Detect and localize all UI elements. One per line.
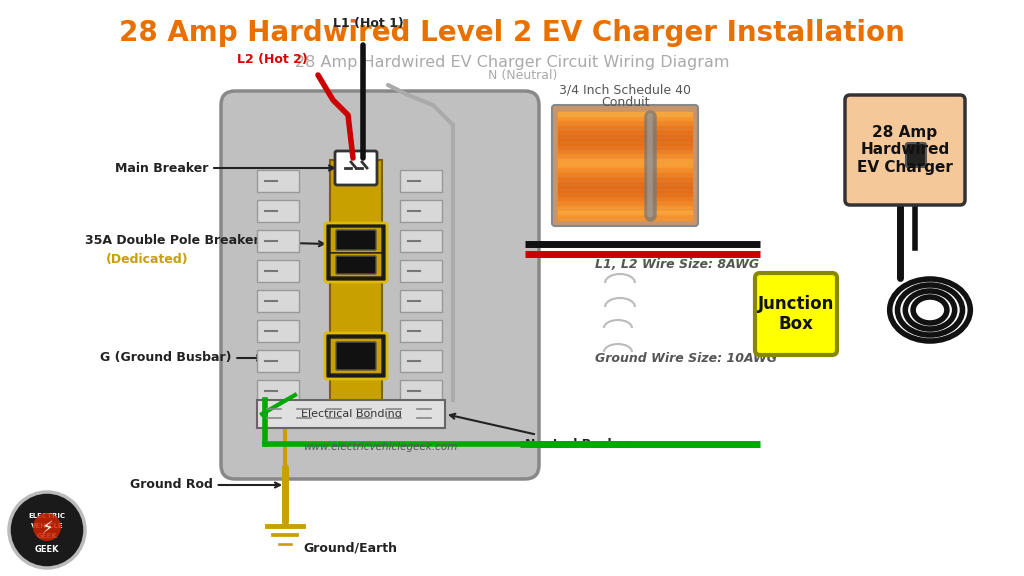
Bar — [257, 230, 299, 252]
Text: 3/4 Inch Schedule 40: 3/4 Inch Schedule 40 — [559, 84, 691, 97]
Text: 28 Amp Hardwired EV Charger Circuit Wiring Diagram: 28 Amp Hardwired EV Charger Circuit Wiri… — [295, 55, 729, 70]
Text: 35A Double Pole Breaker: 35A Double Pole Breaker — [85, 233, 324, 247]
FancyBboxPatch shape — [845, 95, 965, 205]
Bar — [400, 290, 442, 312]
Text: 28 Amp Hardwired Level 2 EV Charger Installation: 28 Amp Hardwired Level 2 EV Charger Inst… — [119, 19, 905, 47]
Bar — [257, 260, 299, 282]
Text: Conduit: Conduit — [601, 96, 649, 108]
Text: VEHICLE: VEHICLE — [31, 523, 63, 529]
Text: L1, L2 Wire Size: 8AWG: L1, L2 Wire Size: 8AWG — [595, 259, 759, 271]
FancyBboxPatch shape — [330, 227, 382, 253]
FancyBboxPatch shape — [906, 143, 926, 167]
Bar — [257, 350, 299, 372]
Text: G (Ground Busbar): G (Ground Busbar) — [100, 351, 262, 365]
Text: GEEK: GEEK — [37, 533, 57, 539]
FancyBboxPatch shape — [336, 256, 376, 274]
Text: ELECTRIC: ELECTRIC — [29, 513, 66, 519]
Bar — [400, 170, 442, 192]
Text: GEEK: GEEK — [35, 545, 59, 555]
Bar — [257, 200, 299, 222]
Text: Neutral Busbar: Neutral Busbar — [450, 414, 631, 450]
FancyBboxPatch shape — [552, 105, 698, 226]
Bar — [257, 320, 299, 342]
FancyBboxPatch shape — [325, 223, 387, 282]
Bar — [400, 200, 442, 222]
Bar — [330, 160, 382, 415]
Text: Main Breaker: Main Breaker — [115, 161, 334, 175]
Bar — [400, 230, 442, 252]
Text: (Dedicated): (Dedicated) — [105, 253, 188, 267]
Bar — [400, 260, 442, 282]
Bar — [257, 170, 299, 192]
Bar — [400, 380, 442, 402]
FancyBboxPatch shape — [330, 253, 382, 277]
Text: Ground/Earth: Ground/Earth — [303, 541, 397, 555]
FancyBboxPatch shape — [335, 151, 377, 185]
Text: L2 (Hot 2): L2 (Hot 2) — [238, 54, 308, 66]
Text: N (Neutral): N (Neutral) — [488, 69, 557, 81]
Text: Ground Rod: Ground Rod — [130, 479, 280, 491]
Bar — [257, 400, 445, 428]
Circle shape — [33, 513, 61, 541]
FancyBboxPatch shape — [221, 91, 539, 479]
Bar — [257, 290, 299, 312]
Text: www.electricvehiclegeek.com: www.electricvehiclegeek.com — [303, 442, 457, 452]
FancyBboxPatch shape — [336, 342, 376, 370]
Text: L1 (Hot 1): L1 (Hot 1) — [333, 17, 403, 30]
Text: Ground Wire Size: 10AWG: Ground Wire Size: 10AWG — [595, 351, 777, 365]
Text: Junction
Box: Junction Box — [758, 294, 835, 334]
Text: ⚡: ⚡ — [41, 519, 53, 537]
FancyBboxPatch shape — [330, 338, 382, 374]
Text: 28 Amp
Hardwired
EV Charger: 28 Amp Hardwired EV Charger — [857, 125, 953, 175]
Bar — [257, 380, 299, 402]
FancyBboxPatch shape — [336, 230, 376, 250]
FancyBboxPatch shape — [755, 273, 837, 355]
FancyBboxPatch shape — [325, 333, 387, 379]
Circle shape — [9, 492, 85, 568]
Bar — [400, 350, 442, 372]
Text: Electrical Bonding: Electrical Bonding — [301, 409, 401, 419]
Bar — [400, 320, 442, 342]
